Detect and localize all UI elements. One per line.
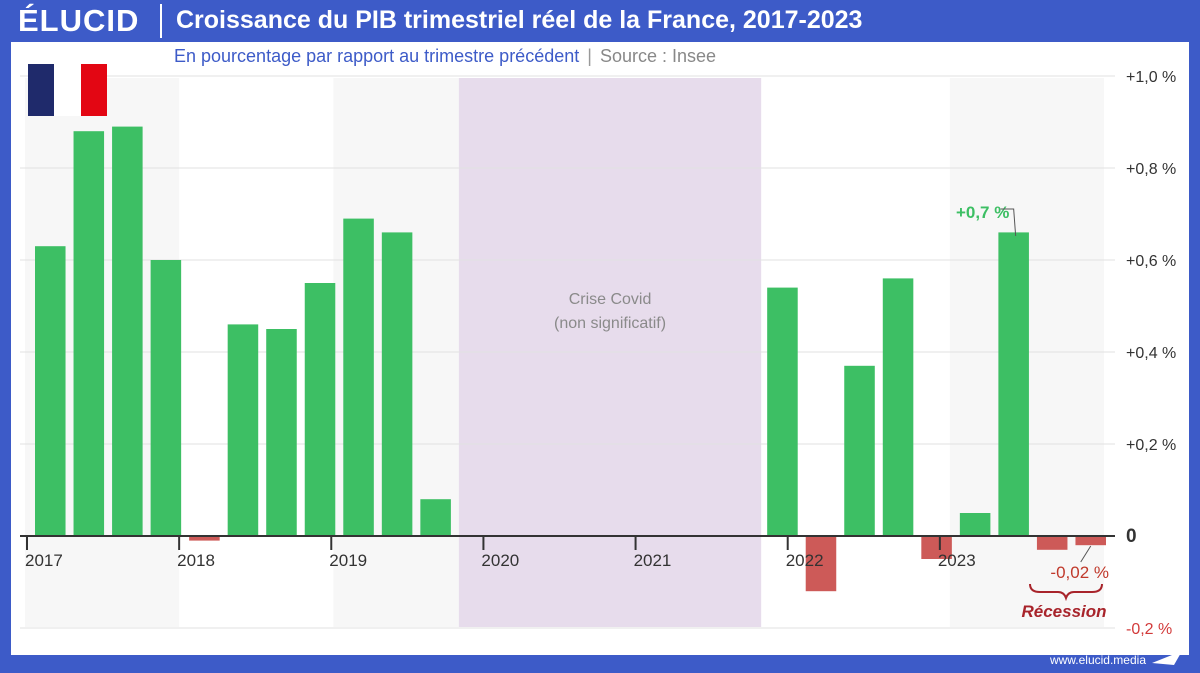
y-tick-label: +0,2 % [1126,437,1176,454]
bar-2022-q2 [844,365,875,536]
bar-2022-q4 [921,536,952,559]
bar-2017-q2 [73,131,105,536]
max-value-label: +0,7 % [956,203,1009,222]
y-tick-label: 0 [1126,526,1137,547]
chart-title: Croissance du PIB trimestriel réel de la… [176,6,863,34]
bar-2023-q3 [1036,536,1068,550]
x-tick-label-2018: 2018 [177,551,215,570]
bar-2023-q2 [998,232,1029,536]
min-leader-line [1080,545,1092,563]
min-value-label: -0,02 % [1050,563,1109,582]
flag-white-stripe [54,64,81,116]
bar-2019-q3 [420,499,451,536]
source-text: Source : Insee [599,46,717,66]
bar-2022-q1 [805,536,837,592]
covid-label: Crise Covid [569,291,652,308]
recession-label: Récession [1021,602,1106,621]
bar-2018-q1 [189,536,220,541]
header-bar: ÉLUCID Croissance du PIB trimestriel rée… [0,0,1200,42]
x-tick-label-2019: 2019 [329,551,367,570]
covid-sublabel: (non significatif) [554,315,666,332]
y-tick-label: +0,8 % [1126,161,1176,178]
y-tick-label: +0,6 % [1126,253,1176,270]
max-leader-line [1000,208,1017,237]
subtitle-text: En pourcentage par rapport au trimestre … [174,46,580,66]
bar-2018-q2 [227,324,259,536]
elucid-logo[interactable]: ÉLUCID [18,3,140,38]
subtitle-separator: | [587,46,592,66]
bar-2023-q4 [1075,536,1106,546]
y-tick-label: -0,2 % [1126,621,1172,638]
chart-subtitle: En pourcentage par rapport au trimestre … [174,46,716,67]
x-tick-label-2020: 2020 [481,551,519,570]
bar-2022-q3 [882,278,914,536]
x-tick-label-2021: 2021 [634,551,672,570]
y-tick-label: +0,4 % [1126,345,1176,362]
bar-2019-q1 [343,218,374,536]
bar-2021-q4 [767,287,798,536]
bar-2023-q1 [959,513,991,536]
recession-brace [1029,583,1103,602]
x-tick-label-2022: 2022 [786,551,824,570]
bar-2018-q3 [266,329,297,536]
flag-blue-stripe [28,64,55,116]
bar-2017-q3 [112,126,143,536]
bar-2018-q4 [304,283,336,536]
footer-url[interactable]: www.elucid.media [1049,653,1146,667]
bar-2017-q4 [150,260,182,536]
bar-2019-q2 [381,232,413,536]
y-tick-label: +1,0 % [1126,69,1176,86]
paper-plane-icon [1152,651,1182,665]
france-flag-icon [28,64,107,116]
bar-2017-q1 [35,246,66,536]
x-tick-label-2017: 2017 [25,551,63,570]
x-tick-label-2023: 2023 [938,551,976,570]
flag-red-stripe [80,64,107,116]
header-divider [160,4,162,38]
